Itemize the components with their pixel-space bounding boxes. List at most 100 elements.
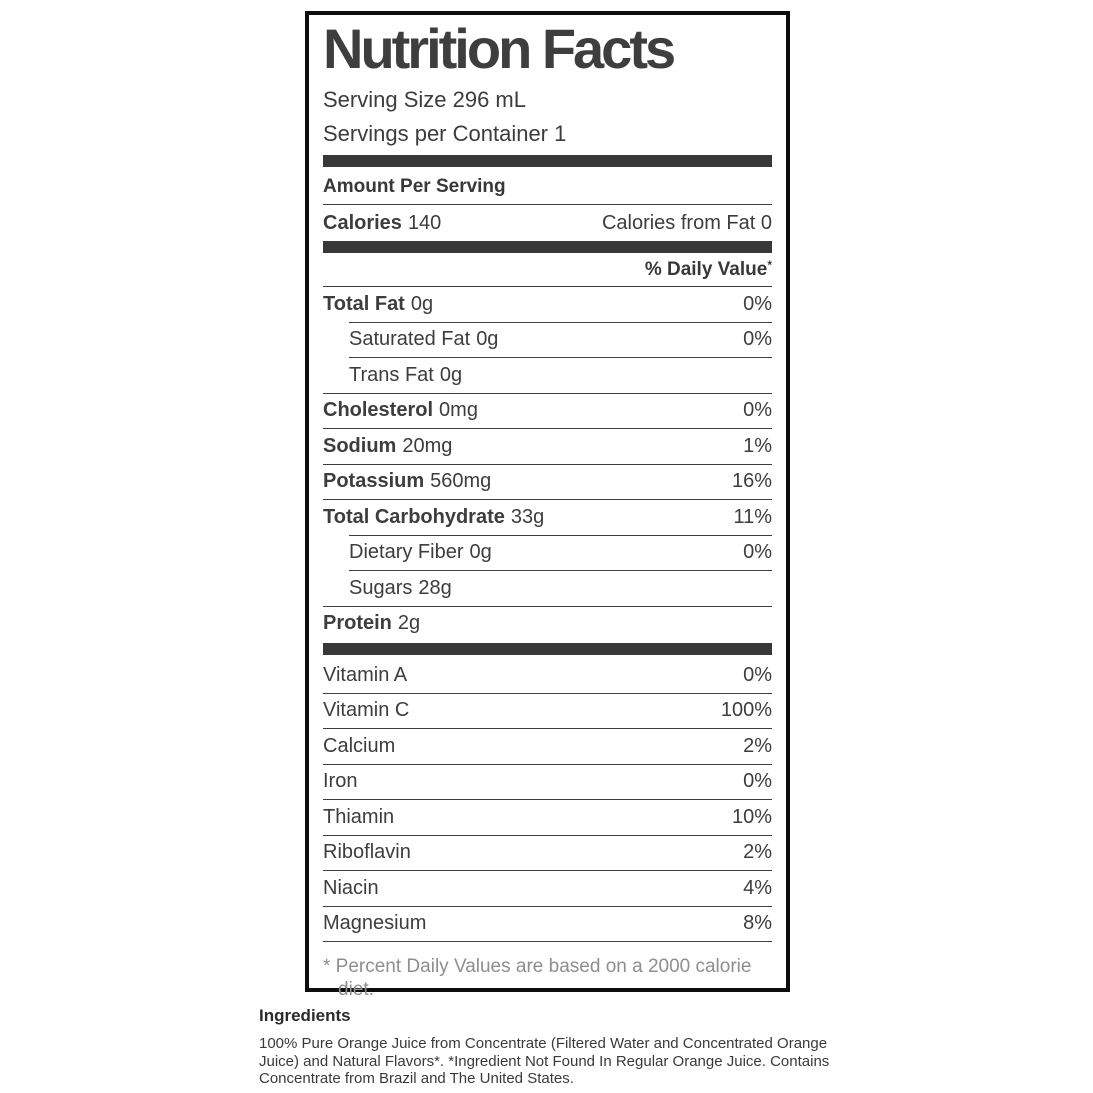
- nutrient-amount: 2g: [397, 612, 421, 635]
- separator: [323, 799, 772, 800]
- thick-divider: [323, 155, 772, 167]
- nutrient-name: Dietary Fiber: [349, 541, 464, 564]
- vitamin-name: Vitamin A: [323, 663, 408, 686]
- ingredients-section: Ingredients 100% Pure Orange Juice from …: [259, 1006, 844, 1088]
- nutrient-dv: 1%: [743, 434, 772, 457]
- nutrient-row-total-carbohydrate: Total Carbohydrate 33g 11%: [323, 500, 772, 535]
- nutrient-amount: 0g: [476, 328, 499, 351]
- vitamin-dv: 4%: [743, 876, 772, 899]
- nutrient-amount: 0mg: [439, 399, 478, 422]
- servings-per-container: Servings per Container 1: [323, 121, 567, 146]
- calories-row: Calories 140 Calories from Fat 0: [323, 205, 772, 241]
- separator: [323, 463, 772, 465]
- nutrient-name: Total Carbohydrate: [323, 505, 505, 528]
- vitamin-dv: 0%: [743, 663, 772, 686]
- separator: [323, 834, 772, 836]
- thick-divider: [323, 643, 772, 655]
- separator: [323, 428, 772, 429]
- nutrient-name: Total Fat: [323, 292, 405, 315]
- nutrient-dv: 11%: [733, 505, 772, 528]
- amount-per-serving-heading: Amount Per Serving: [323, 167, 772, 205]
- separator: [349, 534, 772, 536]
- daily-value-asterisk: *: [767, 258, 772, 272]
- daily-value-text: % Daily Value: [644, 259, 768, 280]
- serving-size: Serving Size 296 mL: [323, 87, 526, 112]
- nutrient-row-saturated-fat: Saturated Fat 0g 0%: [323, 323, 772, 358]
- vitamin-row-riboflavin: Riboflavin 2%: [323, 836, 772, 871]
- nutrient-row-cholesterol: Cholesterol 0mg 0%: [323, 394, 772, 429]
- separator: [323, 392, 772, 394]
- calories-value: 140: [407, 211, 442, 234]
- vitamin-row-thiamin: Thiamin 10%: [323, 800, 772, 835]
- nutrient-dv: 0%: [743, 399, 772, 422]
- nutrient-row-sugars: Sugars 28g: [323, 571, 772, 606]
- vitamin-row-magnesium: Magnesium 8%: [323, 907, 772, 942]
- nutrient-amount: 20mg: [402, 434, 453, 457]
- vitamin-dv: 2%: [743, 841, 772, 864]
- nutrient-amount: 0g: [439, 363, 463, 386]
- vitamin-dv: 100%: [720, 699, 772, 722]
- separator: [323, 728, 772, 729]
- nutrient-dv: 16%: [731, 470, 772, 493]
- vitamin-dv: 10%: [731, 805, 772, 828]
- nutrient-name: Saturated Fat: [349, 328, 471, 351]
- daily-value-heading: % Daily Value*: [323, 253, 772, 287]
- separator: [323, 905, 772, 907]
- vitamin-name: Niacin: [323, 876, 379, 899]
- nutrient-dv: 0%: [743, 292, 772, 315]
- vitamin-row-vitamin-c: Vitamin C 100%: [323, 694, 772, 729]
- nutrient-name: Cholesterol: [323, 399, 434, 422]
- nutrient-row-trans-fat: Trans Fat 0g: [323, 358, 772, 393]
- nutrient-amount: 0g: [410, 292, 434, 315]
- nutrient-left: Saturated Fat 0g: [349, 328, 498, 351]
- separator: [323, 763, 772, 765]
- nutrient-amount: 33g: [510, 505, 545, 528]
- nutrient-name: Trans Fat: [349, 363, 434, 386]
- separator: [323, 499, 772, 500]
- vitamin-dv: 0%: [743, 770, 772, 793]
- separator: [323, 605, 772, 607]
- calories-left: Calories 140: [323, 212, 441, 235]
- nutrient-left: Cholesterol 0mg: [323, 399, 478, 422]
- nutrient-left: Total Carbohydrate 33g: [323, 506, 544, 529]
- ingredients-heading: Ingredients: [259, 1006, 351, 1025]
- calories-label: Calories: [323, 211, 402, 234]
- nutrient-name: Sugars: [349, 576, 413, 599]
- vitamin-name: Riboflavin: [323, 841, 411, 864]
- nutrition-facts-label: Nutrition Facts Serving Size 296 mL Serv…: [305, 11, 790, 1000]
- vitamin-dv: 2%: [743, 734, 772, 757]
- nutrient-amount: 0g: [469, 541, 492, 564]
- nutrient-left: Sugars 28g: [349, 577, 452, 600]
- separator: [323, 692, 772, 694]
- vitamin-row-iron: Iron 0%: [323, 765, 772, 800]
- nutrient-amount: 28g: [418, 576, 452, 599]
- nutrient-left: Trans Fat 0g: [349, 364, 462, 387]
- nutrient-row-sodium: Sodium 20mg 1%: [323, 429, 772, 464]
- separator: [349, 321, 772, 323]
- separator: [323, 941, 772, 942]
- label-title: Nutrition Facts: [323, 17, 676, 80]
- nutrient-left: Total Fat 0g: [323, 293, 433, 316]
- vitamin-name: Magnesium: [323, 912, 427, 935]
- ingredients-text: 100% Pure Orange Juice from Concentrate …: [259, 1035, 830, 1087]
- nutrient-row-protein: Protein 2g: [323, 607, 772, 642]
- nutrient-dv: 0%: [743, 541, 772, 564]
- vitamin-dv: 8%: [743, 912, 772, 935]
- vitamin-row-calcium: Calcium 2%: [323, 729, 772, 764]
- vitamin-name: Iron: [323, 770, 358, 793]
- nutrient-name: Sodium: [323, 434, 397, 457]
- calories-from-fat: Calories from Fat 0: [601, 211, 772, 234]
- vitamin-name: Thiamin: [323, 805, 395, 828]
- vitamin-name: Vitamin C: [323, 699, 410, 722]
- vitamin-row-niacin: Niacin 4%: [323, 871, 772, 906]
- separator: [349, 357, 772, 358]
- nutrient-name: Potassium: [323, 470, 425, 493]
- vitamin-name: Calcium: [323, 734, 396, 757]
- separator: [349, 570, 772, 571]
- separator: [323, 870, 772, 871]
- nutrient-left: Potassium 560mg: [323, 470, 491, 493]
- nutrient-left: Dietary Fiber 0g: [349, 541, 492, 564]
- nutrient-row-potassium: Potassium 560mg 16%: [323, 465, 772, 500]
- nutrient-dv: 0%: [743, 328, 772, 351]
- thick-divider: [323, 241, 772, 253]
